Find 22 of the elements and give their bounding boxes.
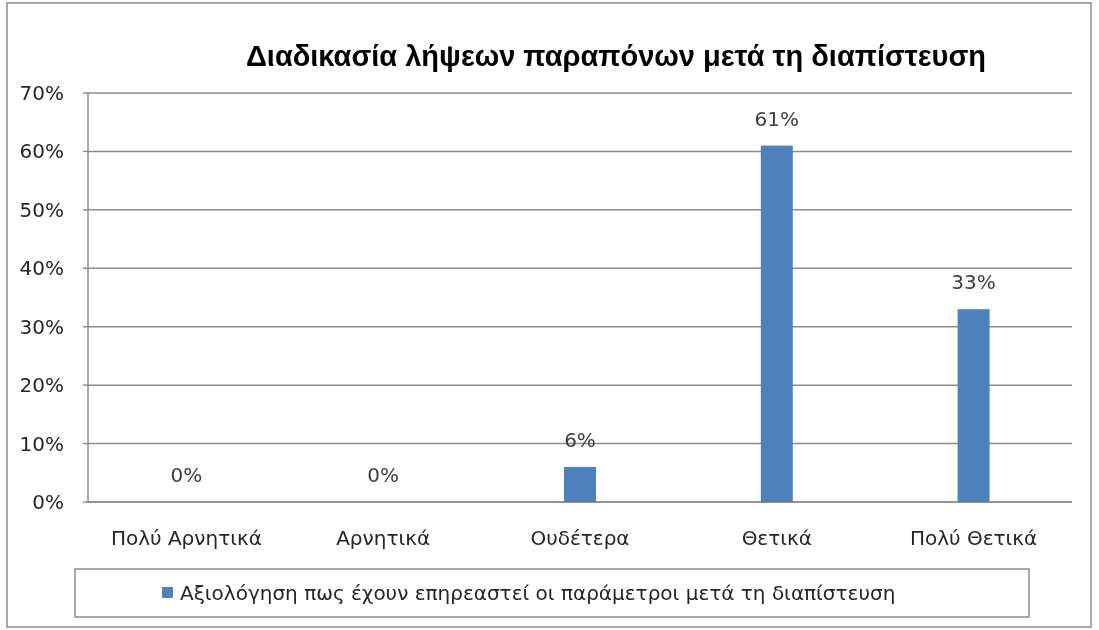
y-tick-label: 0% xyxy=(32,490,64,514)
chart-title: Διαδικασία λήψεων παραπόνων μετά τη διαπίστευση xyxy=(246,40,986,72)
x-tick-label: Ουδέτερα xyxy=(530,526,630,550)
bar xyxy=(564,466,596,502)
x-tick-label: Αρνητικά xyxy=(336,526,431,550)
y-tick-label: 30% xyxy=(19,314,64,339)
bar xyxy=(957,309,990,502)
y-tick-label: 40% xyxy=(19,256,64,281)
bar xyxy=(760,145,793,502)
y-tick-label: 20% xyxy=(19,373,64,398)
x-tick-label: Πολύ Θετικά xyxy=(909,526,1038,550)
x-tick-label: Πολύ Αρνητικά xyxy=(110,526,262,550)
data-label: 33% xyxy=(951,270,996,295)
y-tick-label: 50% xyxy=(19,197,64,222)
y-tick-label: 60% xyxy=(19,139,64,164)
data-label: 0% xyxy=(170,463,203,487)
y-tick-label: 70% xyxy=(19,81,64,105)
data-label: 0% xyxy=(367,463,400,487)
y-tick-label: 10% xyxy=(19,431,64,456)
legend-label: Αξιολόγηση πως έχουν επηρεαστεί οι παράμετροι μετά τη διαπίστευση xyxy=(180,581,896,605)
data-label: 61% xyxy=(754,106,800,131)
x-tick-label: Θετικά xyxy=(741,526,812,550)
